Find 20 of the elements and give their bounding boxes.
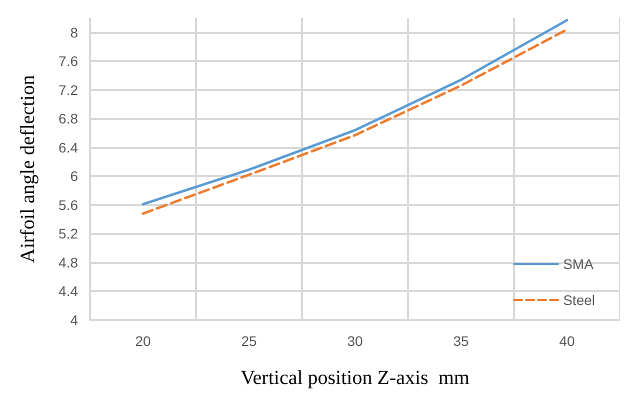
- x-tick-label: 20: [135, 333, 151, 349]
- x-tick-label: 40: [559, 333, 575, 349]
- y-tick-label: 6.8: [58, 110, 78, 127]
- x-tick-label: 30: [347, 333, 363, 349]
- y-axis-title: Airfoil angle deflection: [17, 75, 39, 263]
- y-tick-label: 7.2: [58, 82, 78, 98]
- x-tick-label: 25: [241, 333, 257, 349]
- legend-label: Steel: [563, 292, 596, 308]
- y-tick-label: 6.4: [58, 139, 78, 156]
- y-tick-label: 8: [70, 24, 78, 40]
- x-axis-title: Vertical position Z-axis mm: [240, 367, 470, 389]
- y-tick-label: 5.2: [58, 226, 78, 242]
- y-tick-label: 4.4: [58, 283, 78, 300]
- x-tick-label: 35: [453, 333, 469, 349]
- y-tick-label: 4.8: [58, 254, 78, 270]
- y-tick-label: 6: [70, 168, 78, 184]
- legend-label: SMA: [563, 256, 594, 272]
- y-tick-label: 5.6: [58, 196, 78, 213]
- y-tick-label: 7.6: [58, 53, 78, 70]
- y-tick-label: 4: [70, 312, 78, 328]
